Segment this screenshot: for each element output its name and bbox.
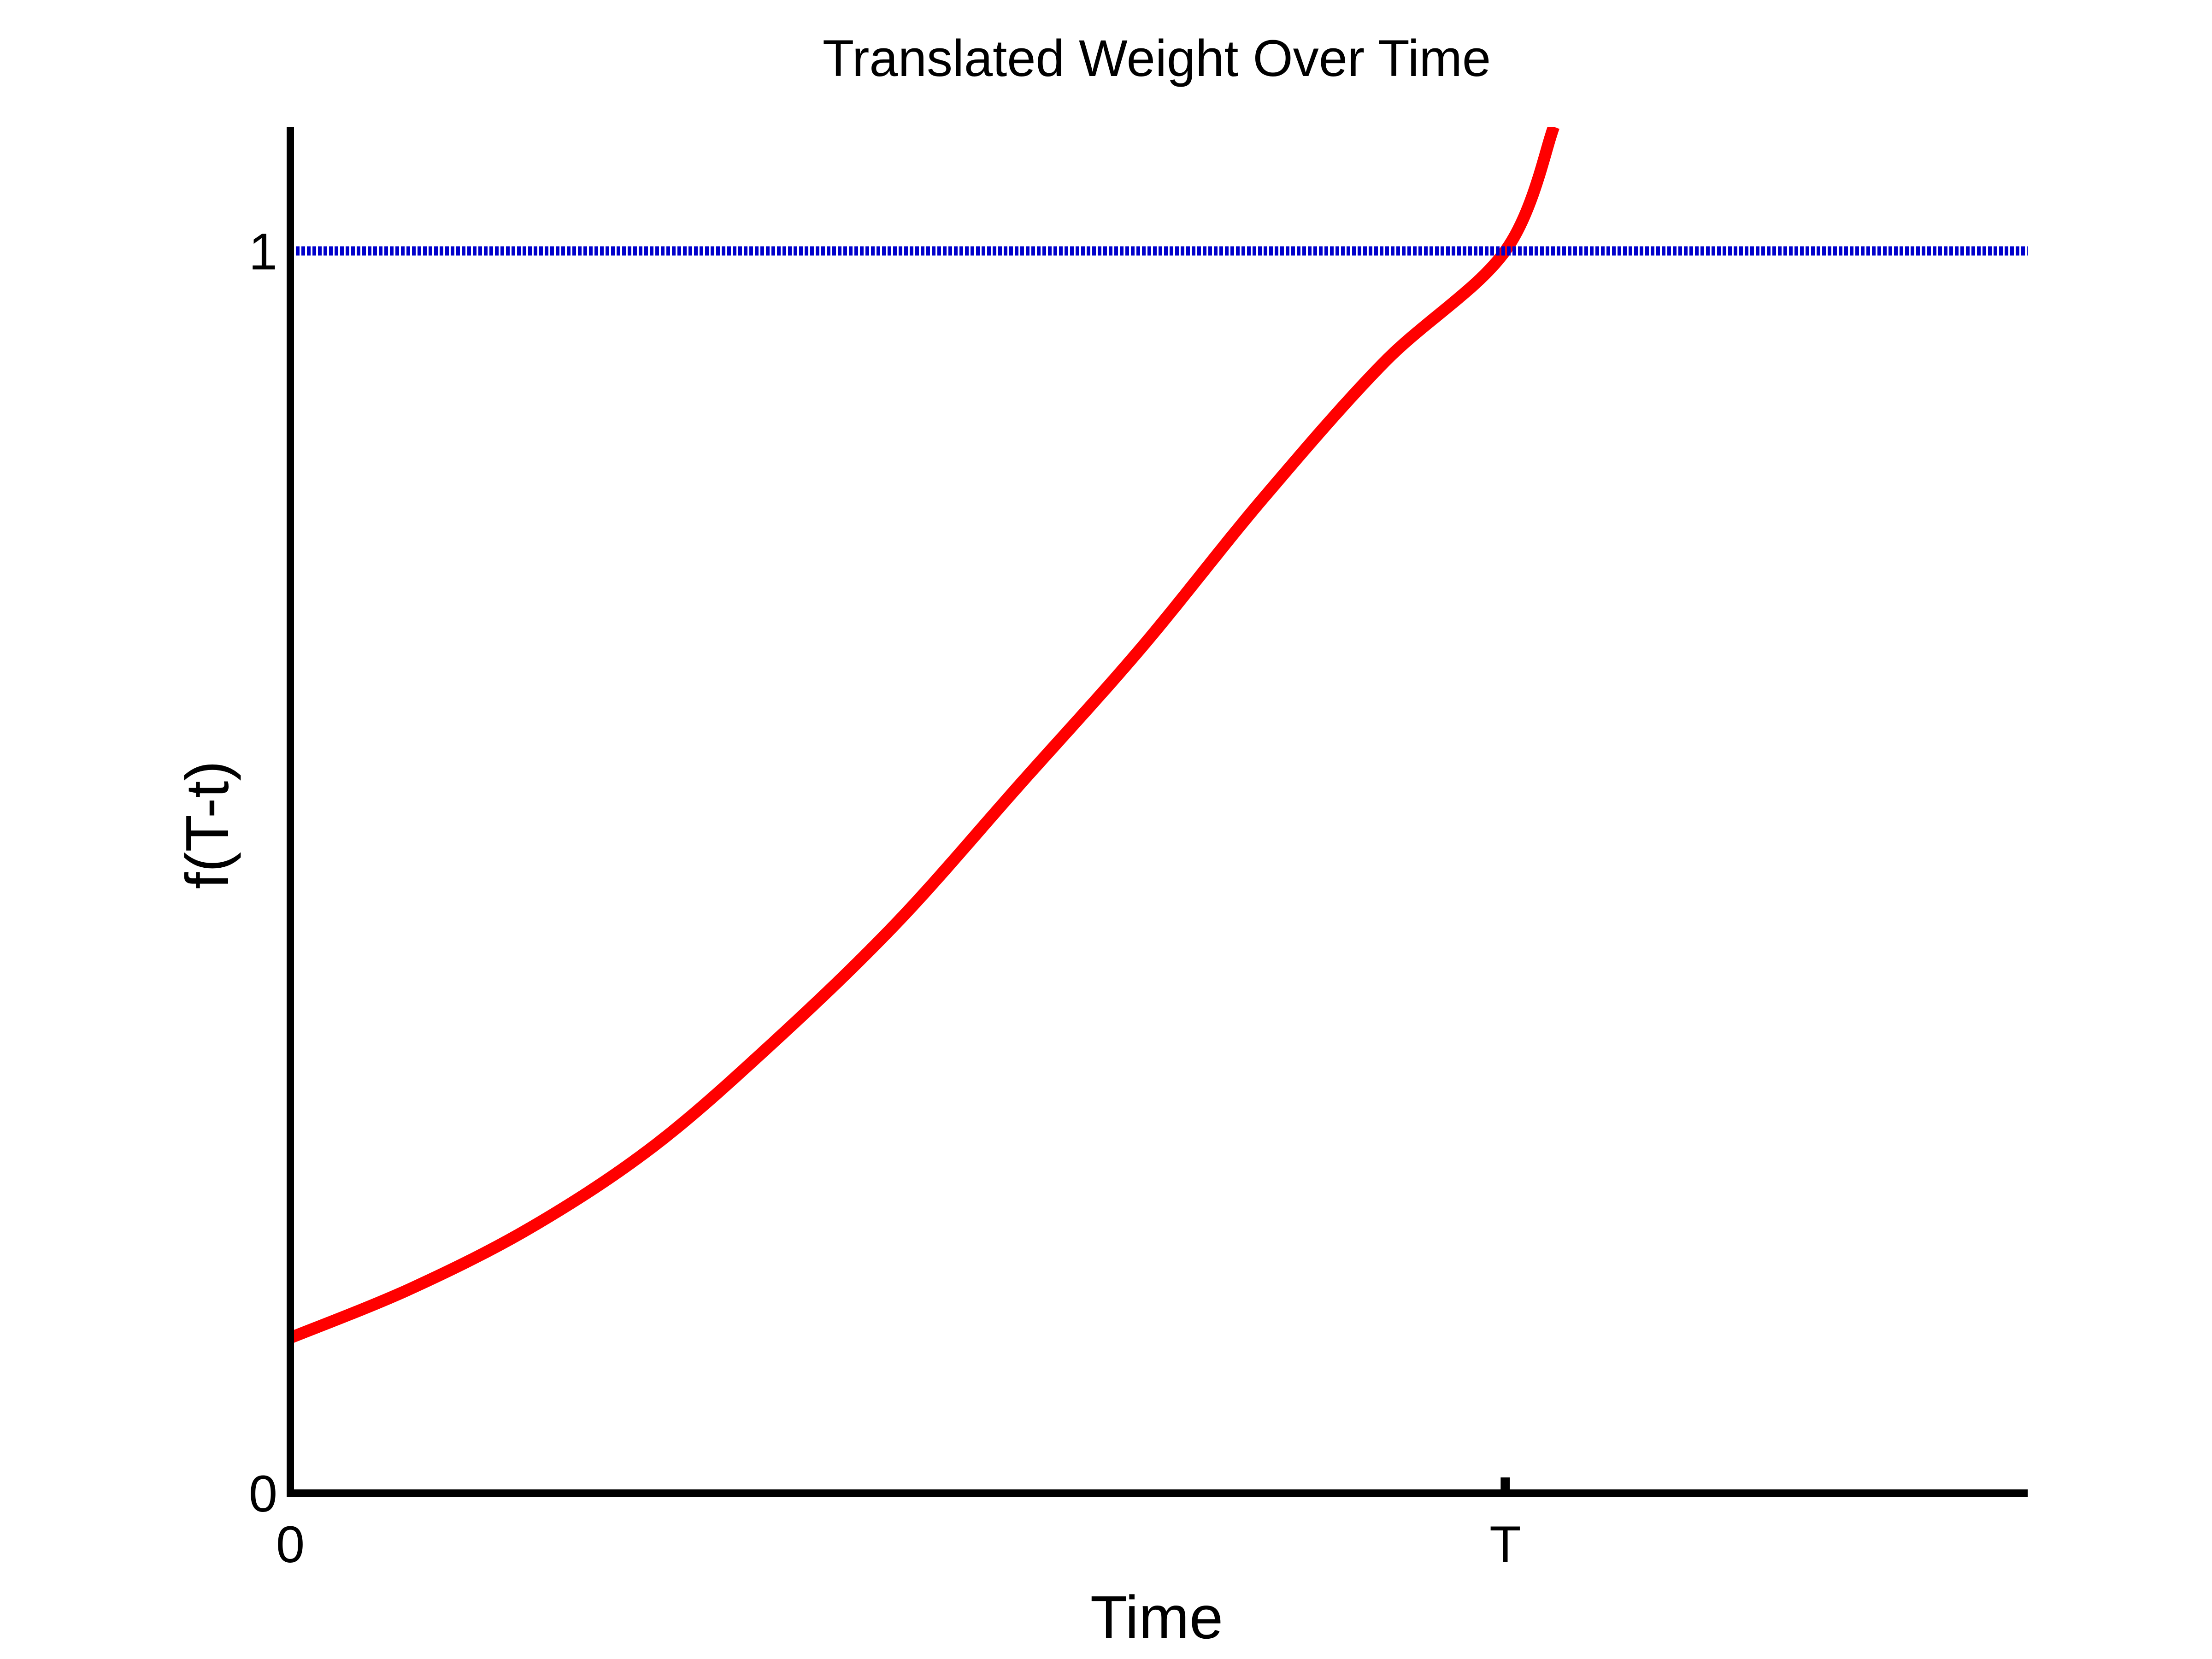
x-axis-title: Time	[1090, 1583, 1223, 1651]
y-axis-title: f(T-t)	[173, 761, 241, 889]
y-tick-label: 1	[249, 223, 277, 281]
y-tick-label: 0	[249, 1465, 277, 1523]
x-tick-label: T	[1489, 1516, 1521, 1573]
chart-title: Translated Weight Over Time	[823, 29, 1491, 87]
series-line-1	[290, 127, 1559, 1344]
plot-area: 0 T 0 1	[249, 127, 2028, 1573]
x-tick-label: 0	[276, 1516, 305, 1573]
